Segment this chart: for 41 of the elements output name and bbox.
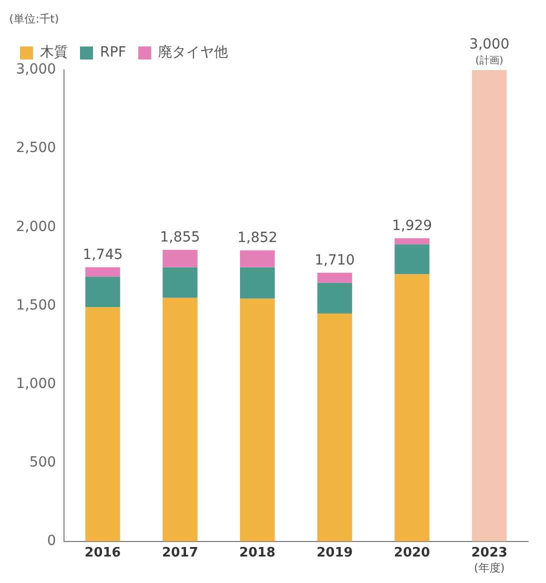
y-tick-label: 2,000 xyxy=(16,218,56,235)
bar xyxy=(85,267,120,277)
bar xyxy=(317,272,352,283)
total-label: 1,710 xyxy=(314,252,355,268)
bar xyxy=(394,238,430,244)
annotation: (計画) xyxy=(475,54,504,67)
legend-label: 廃タイヤ他 xyxy=(158,44,228,61)
y-tick-label: 1,000 xyxy=(16,376,56,392)
bar xyxy=(472,70,507,542)
total-label: 1,855 xyxy=(160,230,200,246)
total-label: 1,745 xyxy=(82,246,123,263)
bar xyxy=(240,250,275,268)
bar xyxy=(85,307,120,542)
y-tick-label: 500 xyxy=(29,454,56,470)
y-tick-label: 1,500 xyxy=(16,297,56,314)
bar xyxy=(162,250,198,268)
bar xyxy=(85,276,120,308)
total-label: 3,000 xyxy=(469,36,510,53)
total-label: 1,929 xyxy=(392,218,432,234)
bar xyxy=(162,298,198,542)
bar xyxy=(394,244,430,274)
x-tick-label: 2023 xyxy=(471,546,508,561)
x-tick-label: 2016 xyxy=(84,546,121,561)
x-tick-label: 2018 xyxy=(239,546,276,561)
total-label: 1,852 xyxy=(237,230,278,246)
y-tick-label: 2,500 xyxy=(16,140,56,156)
y-tick-label: 3,000 xyxy=(16,62,56,78)
bar xyxy=(240,298,275,542)
bar xyxy=(317,282,352,314)
x-axis-title: (年度) xyxy=(474,561,505,574)
legend-label: 木質 xyxy=(40,44,68,61)
x-tick-label: 2020 xyxy=(394,546,430,561)
bar xyxy=(240,267,275,299)
x-tick-label: 2019 xyxy=(316,546,353,561)
y-tick-label: 0 xyxy=(47,533,56,550)
y-axis-title: (単位:千t) xyxy=(9,12,59,26)
legend-label: RPF xyxy=(100,44,126,61)
bar xyxy=(394,274,430,542)
bar xyxy=(317,314,352,542)
bar xyxy=(162,267,198,298)
x-tick-label: 2017 xyxy=(162,546,198,561)
